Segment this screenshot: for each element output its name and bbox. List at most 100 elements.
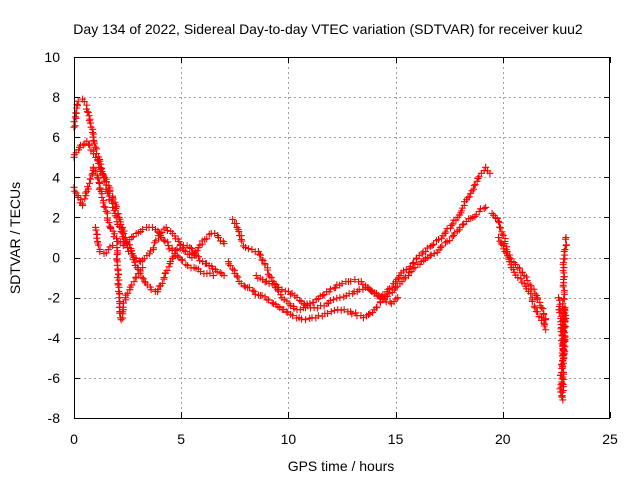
data-point [102,178,110,186]
data-point [430,240,438,248]
data-point [430,250,438,258]
data-point [162,223,170,231]
data-point [164,238,172,246]
data-point [119,223,127,231]
data-point [531,304,539,312]
data-point [266,272,274,280]
data-point [359,314,367,322]
data-point [426,252,434,260]
data-point [117,316,125,324]
data-point [562,234,570,241]
data-point [496,223,504,231]
data-point [558,388,566,396]
data-point [160,236,168,244]
data-point [495,234,503,241]
data-point [213,268,221,276]
data-point [422,248,430,256]
data-point [97,166,105,174]
y-tick-label: 2 [52,209,60,225]
data-point [326,285,334,293]
data-point [268,299,276,307]
data-point [115,213,123,221]
data-point [173,246,181,254]
data-point [563,241,571,249]
data-point [365,311,373,319]
data-point [121,234,129,241]
data-point [83,137,91,145]
data-point [264,270,272,278]
data-point [442,239,450,247]
data-point [474,175,482,183]
data-point [298,315,306,323]
data-point [177,256,185,264]
data-point [94,175,102,183]
data-point [186,244,194,252]
data-point [530,302,538,310]
data-point [166,258,174,266]
data-point [475,173,483,181]
data-point [411,264,419,272]
data-point [100,203,108,211]
data-point [258,256,266,264]
data-point [81,189,89,197]
data-point [105,218,113,226]
data-point [340,306,348,314]
data-point [401,273,409,281]
data-point [163,227,171,235]
data-point [130,278,138,286]
data-point [119,242,127,250]
data-point [101,203,109,211]
grid [74,57,610,418]
series-track-i [495,234,550,334]
y-tick-label: 8 [52,89,60,105]
data-point [470,182,478,190]
data-point [91,143,99,151]
data-point [542,326,550,334]
series-track-j [555,234,571,404]
data-point [319,292,327,300]
data-point [111,230,119,238]
data-point [78,200,86,208]
data-point [86,175,94,183]
data-point [428,242,436,250]
data-point [446,237,454,245]
data-point [539,305,547,313]
data-point [216,269,224,277]
data-point [255,250,263,258]
data-point [79,141,87,149]
data-point [128,233,136,241]
data-point [560,286,568,294]
data-point [249,286,257,294]
series-track-h [488,209,550,324]
data-point [99,170,107,178]
data-point [447,221,455,229]
data-point [338,280,346,288]
data-point [515,264,523,272]
data-point [437,244,445,252]
chart-title: Day 134 of 2022, Sidereal Day-to-day VTE… [73,21,583,37]
data-point [522,273,530,281]
data-point [468,187,476,195]
data-point [265,296,273,304]
data-point [519,268,527,276]
data-point [528,297,536,305]
data-point [209,265,217,273]
data-point [290,304,298,312]
y-tick-label: -6 [48,370,61,386]
data-point [131,258,139,266]
plot-frame [74,57,610,419]
data-point [527,290,535,298]
data-point [85,140,93,148]
data-point [537,304,545,312]
data-point [448,233,456,241]
data-point [561,246,569,254]
data-point [486,169,494,177]
y-tick-label: -4 [48,330,61,346]
data-point [71,122,79,130]
data-point [160,274,168,282]
data-point [149,244,157,252]
data-point [348,310,356,318]
data-point [165,263,173,271]
data-point [302,316,310,324]
data-point [113,244,121,252]
